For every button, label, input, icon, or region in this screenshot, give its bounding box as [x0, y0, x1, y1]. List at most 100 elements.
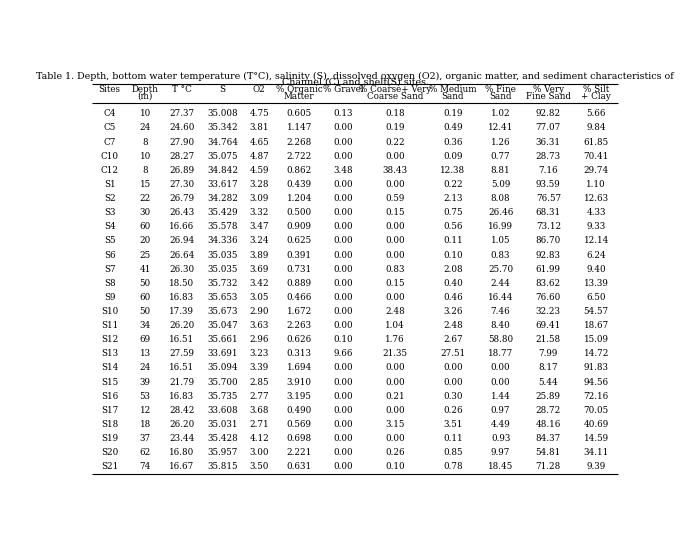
- Text: 13.39: 13.39: [584, 279, 608, 288]
- Text: 72.16: 72.16: [584, 392, 608, 400]
- Text: 12.38: 12.38: [440, 166, 465, 175]
- Text: 26.46: 26.46: [488, 208, 514, 217]
- Text: 0.605: 0.605: [287, 109, 312, 118]
- Text: 35.075: 35.075: [207, 152, 238, 161]
- Text: 34.842: 34.842: [207, 166, 238, 175]
- Text: S5: S5: [104, 236, 116, 245]
- Text: 4.65: 4.65: [249, 138, 269, 147]
- Text: 0.626: 0.626: [287, 335, 312, 344]
- Text: 54.81: 54.81: [536, 448, 561, 457]
- Text: 61.85: 61.85: [584, 138, 608, 147]
- Text: 15: 15: [140, 180, 151, 189]
- Text: 14.59: 14.59: [584, 434, 608, 443]
- Text: 28.42: 28.42: [169, 406, 195, 415]
- Text: 91.83: 91.83: [584, 363, 608, 373]
- Text: S19: S19: [101, 434, 119, 443]
- Text: 5.66: 5.66: [586, 109, 606, 118]
- Text: 35.342: 35.342: [207, 123, 238, 132]
- Text: S20: S20: [101, 448, 119, 457]
- Text: 2.77: 2.77: [249, 392, 269, 400]
- Text: 2.48: 2.48: [443, 321, 463, 330]
- Text: 69.41: 69.41: [536, 321, 561, 330]
- Text: % Medium: % Medium: [429, 85, 477, 94]
- Text: 1.44: 1.44: [491, 392, 511, 400]
- Text: S4: S4: [104, 222, 116, 231]
- Text: 3.24: 3.24: [249, 236, 269, 245]
- Text: 61.99: 61.99: [536, 265, 561, 273]
- Text: 17.39: 17.39: [169, 307, 194, 316]
- Text: 0.313: 0.313: [287, 349, 312, 358]
- Text: 2.44: 2.44: [491, 279, 511, 288]
- Text: S6: S6: [104, 250, 116, 259]
- Text: 41: 41: [139, 265, 151, 273]
- Text: 92.82: 92.82: [536, 109, 561, 118]
- Text: 35.035: 35.035: [207, 250, 238, 259]
- Text: 3.51: 3.51: [443, 420, 462, 429]
- Text: 0.625: 0.625: [287, 236, 312, 245]
- Text: 0.00: 0.00: [334, 321, 353, 330]
- Text: Sites: Sites: [98, 85, 121, 94]
- Text: 0.00: 0.00: [334, 265, 353, 273]
- Text: 93.59: 93.59: [536, 180, 561, 189]
- Text: 1.147: 1.147: [286, 123, 312, 132]
- Text: 25: 25: [140, 250, 151, 259]
- Text: 24: 24: [139, 123, 151, 132]
- Text: 0.21: 0.21: [385, 392, 405, 400]
- Text: 4.12: 4.12: [249, 434, 269, 443]
- Text: 0.00: 0.00: [334, 377, 353, 386]
- Text: 35.094: 35.094: [207, 363, 238, 373]
- Text: 16.51: 16.51: [169, 363, 194, 373]
- Text: 0.00: 0.00: [334, 420, 353, 429]
- Text: 69: 69: [140, 335, 151, 344]
- Text: 2.48: 2.48: [385, 307, 405, 316]
- Text: 2.67: 2.67: [443, 335, 463, 344]
- Text: 8: 8: [143, 138, 148, 147]
- Text: 0.00: 0.00: [334, 307, 353, 316]
- Text: 10: 10: [139, 152, 151, 161]
- Text: 21.35: 21.35: [383, 349, 407, 358]
- Text: 33.608: 33.608: [207, 406, 238, 415]
- Text: 0.00: 0.00: [334, 208, 353, 217]
- Text: 0.10: 0.10: [385, 462, 405, 471]
- Text: 0.40: 0.40: [443, 279, 463, 288]
- Text: 0.00: 0.00: [443, 377, 463, 386]
- Text: S17: S17: [101, 406, 119, 415]
- Text: 0.00: 0.00: [334, 152, 353, 161]
- Text: 74: 74: [139, 462, 151, 471]
- Text: 26.89: 26.89: [169, 166, 194, 175]
- Text: 0.00: 0.00: [334, 434, 353, 443]
- Text: 94.56: 94.56: [584, 377, 608, 386]
- Text: 0.00: 0.00: [385, 222, 405, 231]
- Text: 0.19: 0.19: [443, 109, 462, 118]
- Text: 1.05: 1.05: [491, 236, 510, 245]
- Text: 4.33: 4.33: [586, 208, 606, 217]
- Text: 7.99: 7.99: [538, 349, 558, 358]
- Text: 35.732: 35.732: [207, 279, 238, 288]
- Text: 60: 60: [139, 293, 151, 302]
- Text: 0.00: 0.00: [385, 434, 405, 443]
- Text: 30: 30: [140, 208, 151, 217]
- Text: 27.59: 27.59: [169, 349, 194, 358]
- Text: 0.569: 0.569: [287, 420, 312, 429]
- Text: 0.00: 0.00: [334, 250, 353, 259]
- Text: 0.00: 0.00: [385, 152, 405, 161]
- Text: 18.45: 18.45: [488, 462, 514, 471]
- Text: 39: 39: [140, 377, 151, 386]
- Text: 4.49: 4.49: [491, 420, 511, 429]
- Text: Fine Sand: Fine Sand: [526, 92, 571, 101]
- Text: S16: S16: [101, 392, 119, 400]
- Text: 2.96: 2.96: [249, 335, 269, 344]
- Text: 2.90: 2.90: [249, 307, 269, 316]
- Text: 27.30: 27.30: [169, 180, 194, 189]
- Text: 86.70: 86.70: [536, 236, 561, 245]
- Text: 0.85: 0.85: [443, 448, 462, 457]
- Text: 0.00: 0.00: [334, 448, 353, 457]
- Text: % Coarse+ Very: % Coarse+ Very: [358, 85, 431, 94]
- Text: % Organic: % Organic: [276, 85, 322, 94]
- Text: 29.74: 29.74: [584, 166, 608, 175]
- Text: S: S: [220, 85, 226, 94]
- Text: 58.80: 58.80: [488, 335, 513, 344]
- Text: 0.00: 0.00: [443, 363, 463, 373]
- Text: Sand: Sand: [489, 92, 512, 101]
- Text: 12.14: 12.14: [584, 236, 609, 245]
